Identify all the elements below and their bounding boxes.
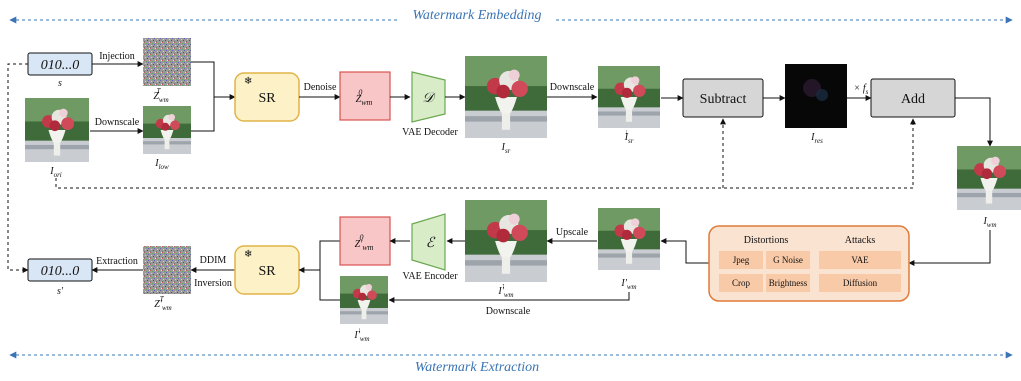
vae-decoder-label: VAE Decoder: [402, 127, 458, 138]
subtract-label: Subtract: [700, 92, 747, 107]
image-wm-prime-label: I′wm: [620, 278, 636, 291]
vae-encoder-block: [411, 213, 446, 271]
vae-encoder-label: VAE Encoder: [402, 271, 458, 282]
vae-decoder-block: [411, 71, 446, 123]
downscale-mid-label: Downscale: [550, 82, 595, 93]
attacks-header: Attacks: [845, 235, 876, 246]
frozen-icon-top: ❄: [244, 76, 252, 87]
sr-top-label: SR: [258, 91, 276, 106]
distortion-brightness: Brightness: [769, 278, 808, 288]
latent-z0-label: Zwm0: [356, 88, 373, 107]
injection-label: Injection: [99, 51, 135, 62]
attack-chip: [819, 251, 901, 269]
ddim-label: DDIM: [200, 255, 227, 266]
scale-factor-label: × fs: [854, 83, 869, 96]
embedding-title: Watermark Embedding: [413, 8, 542, 23]
distortion-gnoise: G Noise: [773, 255, 803, 265]
sr-bottom-label: SR: [258, 264, 276, 279]
downscale-bottom-label: Downscale: [486, 306, 531, 317]
attack-diffusion: Diffusion: [843, 278, 878, 288]
image-wm-label: Iwm: [982, 216, 996, 229]
downscale-left-label: Downscale: [95, 117, 140, 128]
attack-chip: [819, 274, 901, 292]
distortion-crop: Crop: [732, 278, 751, 288]
add-label: Add: [901, 92, 925, 107]
message-s-bits: 010...0: [41, 58, 80, 73]
vae-encoder-symbol: ℰ: [426, 236, 436, 251]
latent-z0-box: [339, 71, 391, 121]
upscale-label: Upscale: [556, 227, 589, 238]
image-wm-down-label: I′wm↓: [353, 326, 369, 343]
image-sr-label: Isr: [501, 142, 511, 155]
extraction-title: Watermark Extraction: [415, 360, 539, 375]
latent-z0-prime-label: Z′wm0: [355, 233, 374, 252]
extraction-banner: Watermark Extraction: [9, 351, 1013, 378]
distortion-jpeg: Jpeg: [733, 255, 750, 265]
image-ori-label: Iori: [49, 166, 62, 179]
image-res-label: Ires: [810, 132, 823, 145]
latent-noise-zT-prime: [143, 246, 191, 294]
extraction-label: Extraction: [96, 256, 138, 267]
distortion-chip: [766, 274, 810, 292]
image-low-label: Ilow: [154, 158, 169, 171]
attack-vae: VAE: [851, 255, 869, 265]
message-s-prime-label: s′: [57, 286, 64, 297]
latent-noise-zT: [143, 38, 191, 86]
latent-zT-label: ZwmT: [153, 87, 168, 104]
message-s-prime-bits: 010...0: [41, 264, 80, 279]
embedding-banner: Watermark Embedding: [9, 6, 1013, 26]
image-sr-down-label: Isr↓: [624, 128, 634, 145]
inversion-label: Inversion: [194, 278, 232, 289]
image-wm-up-label: I′wm↑: [497, 282, 513, 299]
distortion-chip: [719, 274, 763, 292]
distortion-chip: [766, 251, 810, 269]
latent-z0-prime-box: [339, 216, 391, 266]
distortion-chip: [719, 251, 763, 269]
distortions-header: Distortions: [744, 235, 789, 246]
latent-zT-prime-label: Z′wmT: [154, 295, 171, 312]
message-s-label: s: [58, 78, 62, 89]
vae-decoder-symbol: 𝒟: [422, 91, 436, 106]
frozen-icon-bottom: ❄: [244, 249, 252, 260]
denoise-label: Denoise: [304, 82, 337, 93]
